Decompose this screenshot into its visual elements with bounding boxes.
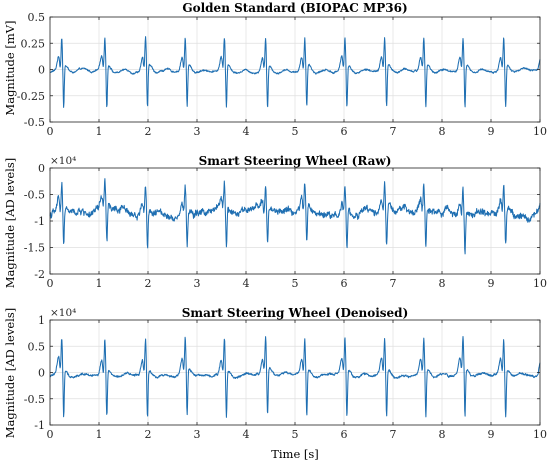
x-tick-label: 10 xyxy=(533,277,547,290)
y-tick-label: 0 xyxy=(38,64,45,77)
x-tick-label: 8 xyxy=(439,125,446,138)
series-line xyxy=(49,335,541,418)
x-tick-label: 1 xyxy=(96,428,103,441)
y-tick-label: -0.5 xyxy=(24,189,45,202)
y-exponent-label: ×10⁴ xyxy=(50,307,76,319)
x-tick-label: 5 xyxy=(292,428,299,441)
x-tick-label: 4 xyxy=(243,428,250,441)
y-exponent-label: ×10⁴ xyxy=(50,155,76,167)
y-tick-label: -1.5 xyxy=(24,242,45,255)
x-tick-label: 0 xyxy=(47,428,54,441)
y-tick-label: 0 xyxy=(38,162,45,175)
y-tick-label: 0.5 xyxy=(28,11,46,24)
x-tick-label: 6 xyxy=(341,277,348,290)
x-tick-label: 0 xyxy=(47,125,54,138)
panel-title: Smart Steering Wheel (Denoised) xyxy=(182,306,409,320)
y-tick-label: 0.5 xyxy=(28,340,46,353)
y-tick-label: -0.5 xyxy=(24,393,45,406)
x-tick-label: 3 xyxy=(194,428,201,441)
x-tick-label: 9 xyxy=(488,277,495,290)
series-line xyxy=(49,36,541,108)
series-line xyxy=(49,178,541,255)
y-axis-label: Magnitude [mV] xyxy=(3,20,17,115)
x-tick-label: 3 xyxy=(194,125,201,138)
x-tick-label: 0 xyxy=(47,277,54,290)
y-tick-label: 1 xyxy=(38,314,45,327)
x-tick-label: 10 xyxy=(533,125,547,138)
x-tick-label: 8 xyxy=(439,277,446,290)
panel-title: Smart Steering Wheel (Raw) xyxy=(199,154,392,168)
y-tick-label: -1 xyxy=(34,419,45,432)
x-tick-label: 2 xyxy=(145,277,152,290)
panel-title: Golden Standard (BIOPAC MP36) xyxy=(182,1,407,15)
y-axis-label: Magnitude [AD levels] xyxy=(3,308,17,438)
x-tick-label: 4 xyxy=(243,125,250,138)
x-tick-label: 2 xyxy=(145,125,152,138)
x-tick-label: 1 xyxy=(96,277,103,290)
x-tick-label: 2 xyxy=(145,428,152,441)
x-tick-label: 7 xyxy=(390,428,397,441)
x-tick-label: 8 xyxy=(439,428,446,441)
y-axis-label: Magnitude [AD levels] xyxy=(3,158,17,288)
x-tick-label: 6 xyxy=(341,428,348,441)
y-tick-label: -0.25 xyxy=(17,90,45,103)
y-tick-label: -1 xyxy=(34,215,45,228)
x-tick-label: 4 xyxy=(243,277,250,290)
x-tick-label: 6 xyxy=(341,125,348,138)
y-tick-label: -2 xyxy=(34,268,45,281)
x-tick-label: 9 xyxy=(488,125,495,138)
x-tick-label: 7 xyxy=(390,277,397,290)
x-tick-label: 9 xyxy=(488,428,495,441)
y-tick-label: 0.25 xyxy=(21,37,46,50)
panel-denoised: Smart Steering Wheel (Denoised) Magnitud… xyxy=(3,306,547,461)
x-tick-label: 5 xyxy=(292,125,299,138)
x-tick-label: 5 xyxy=(292,277,299,290)
y-tick-label: -0.5 xyxy=(24,116,45,129)
x-axis-label: Time [s] xyxy=(271,447,319,461)
panel-golden-standard: Golden Standard (BIOPAC MP36) Magnitude … xyxy=(3,1,547,138)
panel-raw: Smart Steering Wheel (Raw) Magnitude [AD… xyxy=(3,154,547,290)
x-tick-label: 3 xyxy=(194,277,201,290)
y-tick-label: 0 xyxy=(38,367,45,380)
x-tick-label: 7 xyxy=(390,125,397,138)
x-tick-label: 1 xyxy=(96,125,103,138)
x-tick-label: 10 xyxy=(533,428,547,441)
